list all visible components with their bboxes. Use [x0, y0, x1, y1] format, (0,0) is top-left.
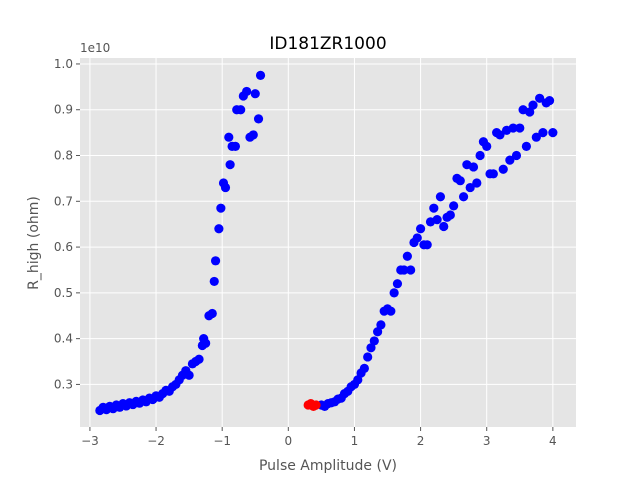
- data-point: [230, 141, 241, 151]
- data-point: [435, 192, 446, 202]
- data-point: [373, 327, 383, 337]
- data-point: [376, 320, 386, 330]
- data-point: [475, 150, 485, 161]
- data-point: [311, 400, 321, 410]
- data-point: [482, 141, 492, 151]
- y-tick-label: 0.5: [54, 286, 73, 300]
- data-point: [253, 114, 264, 124]
- x-tick-label: −2: [147, 434, 165, 448]
- x-tick-label: −3: [81, 434, 99, 448]
- data-point: [399, 265, 409, 275]
- data-point: [422, 240, 432, 250]
- data-point: [224, 132, 234, 142]
- data-point: [207, 308, 217, 319]
- data-point: [225, 160, 235, 170]
- data-point: [505, 155, 515, 165]
- data-point: [359, 363, 369, 373]
- data-point: [201, 338, 211, 348]
- data-point: [242, 86, 252, 97]
- data-point: [488, 169, 498, 179]
- data-point: [236, 105, 246, 115]
- data-point: [439, 221, 449, 232]
- data-point: [389, 288, 399, 298]
- data-point: [432, 215, 442, 225]
- data-point: [544, 95, 555, 106]
- data-point: [220, 182, 231, 193]
- y-tick-label: 0.6: [54, 240, 73, 254]
- data-point: [363, 352, 373, 362]
- data-point: [255, 70, 266, 80]
- data-point: [548, 128, 558, 138]
- x-tick-label: −1: [213, 434, 231, 448]
- data-point: [386, 306, 396, 316]
- chart-title: ID181ZR1000: [269, 34, 386, 54]
- data-point: [406, 265, 416, 275]
- data-point: [531, 132, 541, 142]
- data-point: [495, 130, 505, 140]
- data-point: [498, 164, 508, 174]
- data-point: [248, 130, 258, 140]
- x-tick-label: 3: [483, 434, 491, 448]
- y-tick-label: 0.8: [54, 149, 73, 163]
- data-points: [95, 70, 558, 416]
- data-point: [402, 251, 412, 261]
- data-point: [511, 150, 522, 161]
- data-point: [412, 233, 422, 243]
- y-tick-label: 0.4: [54, 332, 73, 346]
- data-point: [449, 201, 459, 211]
- data-point: [353, 375, 363, 385]
- data-point: [216, 203, 226, 213]
- data-point: [392, 279, 403, 289]
- data-point: [515, 123, 525, 133]
- x-tick-label: 1: [351, 434, 359, 448]
- x-tick-label: 0: [284, 434, 292, 448]
- data-point: [429, 203, 439, 213]
- data-point: [369, 336, 379, 346]
- data-point: [528, 100, 538, 110]
- data-point: [209, 276, 219, 287]
- data-point: [445, 210, 455, 220]
- data-point: [525, 107, 535, 117]
- data-point: [194, 354, 204, 364]
- data-point: [472, 178, 482, 188]
- y-tick-label: 1.0: [54, 57, 73, 71]
- y-tick-label: 0.9: [54, 103, 73, 117]
- x-axis-label: Pulse Amplitude (V): [259, 458, 397, 474]
- x-axis-ticks: −3 −2 −1 0 1 2 3 4: [81, 427, 557, 448]
- x-tick-label: 4: [549, 434, 557, 448]
- y-axis-ticks: 0.3 0.4 0.5 0.6 0.7 0.8 0.9 1.0: [54, 57, 80, 391]
- data-point: [458, 192, 469, 202]
- y-tick-label: 0.7: [54, 194, 73, 208]
- data-point: [521, 141, 532, 151]
- data-point: [468, 162, 479, 172]
- grid: [80, 58, 576, 427]
- data-point: [455, 176, 465, 186]
- data-point: [250, 89, 260, 99]
- data-point: [366, 343, 376, 353]
- data-point: [210, 256, 221, 266]
- data-point: [184, 370, 194, 380]
- plot-area: [80, 58, 576, 427]
- data-point: [465, 182, 475, 193]
- y-offset-label: 1e10: [80, 41, 110, 55]
- data-point: [214, 224, 224, 234]
- data-point: [535, 93, 545, 103]
- data-point: [508, 123, 518, 133]
- y-axis-label: R_high (ohm): [26, 196, 42, 290]
- y-tick-label: 0.3: [54, 377, 73, 391]
- x-tick-label: 2: [417, 434, 425, 448]
- data-point: [538, 128, 548, 138]
- data-point: [415, 224, 426, 234]
